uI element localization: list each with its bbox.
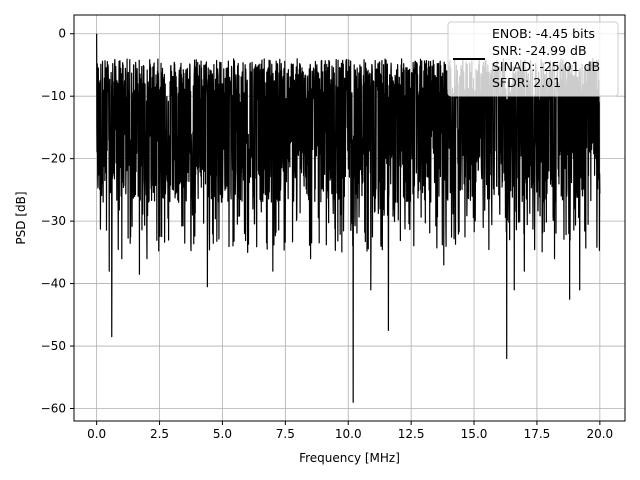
- y-tick-label: −20: [41, 152, 66, 166]
- x-tick-label: 15.0: [461, 427, 488, 441]
- x-tick-label: 7.5: [276, 427, 295, 441]
- x-tick-label: 10.0: [335, 427, 362, 441]
- x-tick-label: 20.0: [586, 427, 613, 441]
- series-group: [96, 33, 601, 403]
- legend: ENOB: -4.45 bits SNR: -24.99 dB SINAD: -…: [447, 21, 619, 97]
- x-tick-label: 17.5: [524, 427, 551, 441]
- y-tick-label: −10: [41, 89, 66, 103]
- x-tick-label: 5.0: [213, 427, 232, 441]
- legend-entry-sinad: SINAD: -25.01 dB: [492, 59, 600, 74]
- y-tick-label: 0: [58, 27, 66, 41]
- y-tick-label: −30: [41, 214, 66, 228]
- x-axis-ticks: 0.0 2.5 5.0 7.5 10.0 12.5 15.0 17.5 20.0: [87, 421, 613, 441]
- psd-series-line: [96, 33, 601, 403]
- y-axis-label: PSD [dB]: [14, 191, 28, 244]
- legend-entry-sfdr: SFDR: 2.01: [492, 75, 561, 90]
- x-tick-label: 0.0: [87, 427, 106, 441]
- legend-box: [447, 21, 619, 97]
- axes-frame: [73, 14, 626, 422]
- x-tick-label: 12.5: [398, 427, 425, 441]
- y-tick-label: −50: [41, 339, 66, 353]
- legend-entry-enob: ENOB: -4.45 bits: [492, 26, 595, 41]
- y-tick-label: −40: [41, 277, 66, 291]
- y-tick-label: −60: [41, 402, 66, 416]
- y-axis-ticks: 0 −10 −20 −30 −40 −50 −60: [41, 27, 74, 416]
- legend-entry-snr: SNR: -24.99 dB: [492, 43, 587, 58]
- x-tick-label: 2.5: [150, 427, 169, 441]
- x-axis-label: Frequency [MHz]: [299, 451, 400, 465]
